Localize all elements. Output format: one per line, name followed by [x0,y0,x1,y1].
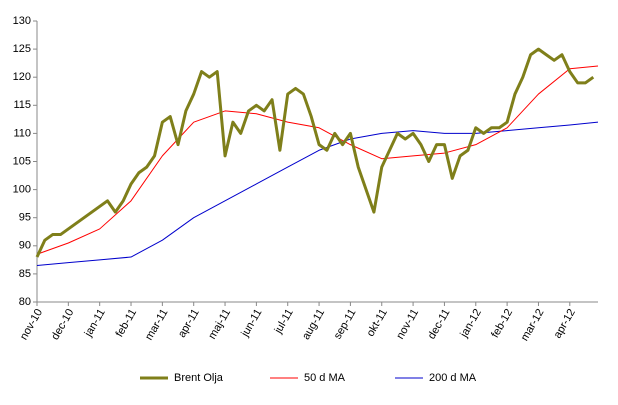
x-tick-label: dec-11 [426,307,453,341]
y-tick-label: 95 [19,212,31,224]
x-tick-label: aug-11 [300,307,327,342]
x-tick-label: nov-11 [394,307,421,341]
x-tick-label: maj-11 [206,307,233,341]
series-line [36,65,599,255]
x-tick-label: okt-11 [365,307,390,339]
x-tick-label: jun-11 [239,307,265,340]
legend-label: 50 d MA [304,372,346,384]
y-tick-label: 80 [19,296,31,308]
y-tick-label: 90 [19,240,31,252]
y-tick-label: 110 [13,127,31,139]
x-tick-label: jul-11 [272,307,296,336]
legend-label: Brent Olja [174,372,224,384]
legend-label: 200 d MA [429,372,477,384]
x-tick-label: mar-11 [143,307,170,342]
x-tick-label: jan-12 [458,307,484,340]
x-tick-label: sep-11 [332,307,359,341]
x-tick-label: jan-11 [82,307,108,340]
x-tick-label: feb-11 [114,307,140,339]
series-line [35,47,595,258]
y-tick-label: 120 [13,71,31,83]
x-tick-label: nov-10 [18,307,45,342]
y-tick-label: 125 [13,43,31,55]
x-tick-label: feb-12 [489,307,515,340]
series-line [36,121,599,266]
x-tick-label: apr-12 [552,307,578,341]
x-tick-label: mar-12 [519,307,547,343]
y-tick-label: 85 [19,268,31,280]
x-tick-label: apr-11 [176,307,202,340]
y-tick-label: 100 [13,184,31,196]
y-tick-label: 105 [13,155,31,167]
y-tick-label: 130 [13,15,31,27]
y-tick-label: 115 [13,99,31,111]
x-tick-label: dec-10 [49,307,76,342]
